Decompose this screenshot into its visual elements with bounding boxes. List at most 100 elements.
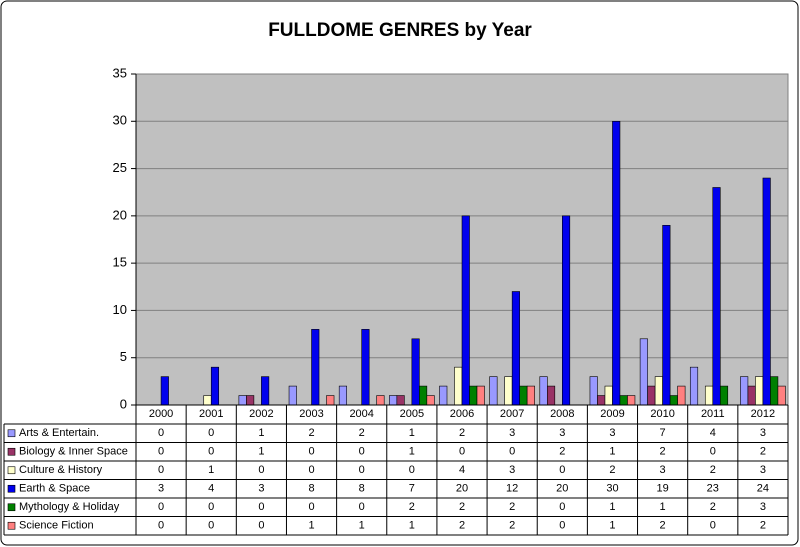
bar [612, 120, 621, 406]
bar [376, 395, 385, 406]
table-cell: 0 [208, 501, 214, 513]
table-cell: 0 [208, 520, 214, 532]
bar [439, 385, 448, 406]
table-cell: 8 [308, 483, 314, 495]
table-cell: 1 [308, 520, 314, 532]
table-cell: 3 [760, 501, 766, 513]
legend-key [7, 503, 16, 512]
table-cell: 12 [506, 483, 518, 495]
table-cell: 2 [710, 501, 716, 513]
table-cell: 2 [710, 464, 716, 476]
table-cell: 0 [559, 520, 565, 532]
bar [361, 329, 370, 406]
table-cell: 20 [556, 483, 568, 495]
bar [747, 385, 756, 406]
table-cell: 0 [509, 446, 515, 458]
bar [604, 385, 613, 406]
bar [338, 385, 347, 406]
legend-label: Earth & Space [19, 483, 90, 495]
x-tick-label: 2004 [349, 408, 373, 420]
x-tick-label: 2005 [400, 408, 424, 420]
bar [539, 376, 548, 406]
bar [203, 395, 212, 406]
legend-key [7, 429, 16, 438]
table-cell: 0 [158, 446, 164, 458]
legend-key [7, 484, 16, 493]
chart-title: FULLDOME GENRES by Year [268, 20, 532, 41]
table-cell: 2 [409, 501, 415, 513]
legend-label: Arts & Entertain. [19, 427, 99, 439]
table-cell: 0 [208, 427, 214, 439]
table-cell: 2 [459, 520, 465, 532]
table-cell: 3 [509, 464, 515, 476]
table-cell: 2 [459, 427, 465, 439]
table-cell: 1 [258, 446, 264, 458]
table-cell: 3 [258, 483, 264, 495]
table-cell: 1 [609, 501, 615, 513]
table-cell: 2 [660, 446, 666, 458]
table-cell: 2 [660, 520, 666, 532]
table-cell: 24 [757, 483, 769, 495]
table-cell: 0 [710, 446, 716, 458]
table-cell: 0 [158, 427, 164, 439]
table-cell: 0 [258, 520, 264, 532]
bar [519, 385, 528, 406]
bar [589, 376, 598, 406]
x-tick-label: 2011 [701, 408, 725, 420]
table-cell: 4 [459, 464, 465, 476]
bar [597, 395, 606, 406]
legend-key [7, 521, 16, 530]
table-cell: 2 [760, 520, 766, 532]
bar [562, 215, 571, 406]
bar [777, 385, 786, 406]
bar [762, 177, 771, 406]
x-tick-label: 2002 [249, 408, 273, 420]
legend-label: Biology & Inner Space [19, 446, 128, 458]
table-cell: 4 [208, 483, 214, 495]
bar [311, 329, 320, 406]
table-cell: 2 [609, 464, 615, 476]
bar [526, 385, 535, 406]
table-cell: 4 [710, 427, 716, 439]
bar [627, 395, 636, 406]
table-cell: 0 [559, 501, 565, 513]
table-cell: 0 [258, 501, 264, 513]
bar [619, 395, 628, 406]
table-cell: 0 [308, 446, 314, 458]
table-cell: 2 [459, 501, 465, 513]
table-cell: 2 [760, 446, 766, 458]
table-cell: 3 [660, 464, 666, 476]
bar [511, 291, 520, 406]
table-cell: 3 [609, 427, 615, 439]
bar [654, 376, 663, 406]
legend-key [7, 466, 16, 475]
table-cell: 0 [208, 446, 214, 458]
bar [755, 376, 764, 406]
table-cell: 3 [760, 464, 766, 476]
table-cell: 3 [760, 427, 766, 439]
bar [547, 385, 556, 406]
table-cell: 30 [606, 483, 618, 495]
table-cell: 1 [609, 520, 615, 532]
y-tick-label: 20 [113, 207, 127, 222]
table-cell: 1 [359, 520, 365, 532]
bar [160, 376, 169, 406]
bar [210, 366, 220, 406]
table-cell: 8 [359, 483, 365, 495]
table-cell: 0 [158, 520, 164, 532]
table-cell: 3 [509, 427, 515, 439]
legend-label: Science Fiction [19, 520, 94, 532]
bar [246, 395, 255, 406]
bar [719, 385, 729, 406]
table-cell: 1 [409, 446, 415, 458]
x-tick-label: 2008 [550, 408, 574, 420]
y-tick-label: 30 [113, 113, 127, 128]
table-cell: 19 [656, 483, 668, 495]
table-cell: 0 [459, 446, 465, 458]
legend-label: Culture & History [19, 464, 103, 476]
table-cell: 0 [409, 464, 415, 476]
table-cell: 1 [660, 501, 666, 513]
x-tick-label: 2010 [650, 408, 674, 420]
table-cell: 1 [409, 427, 415, 439]
